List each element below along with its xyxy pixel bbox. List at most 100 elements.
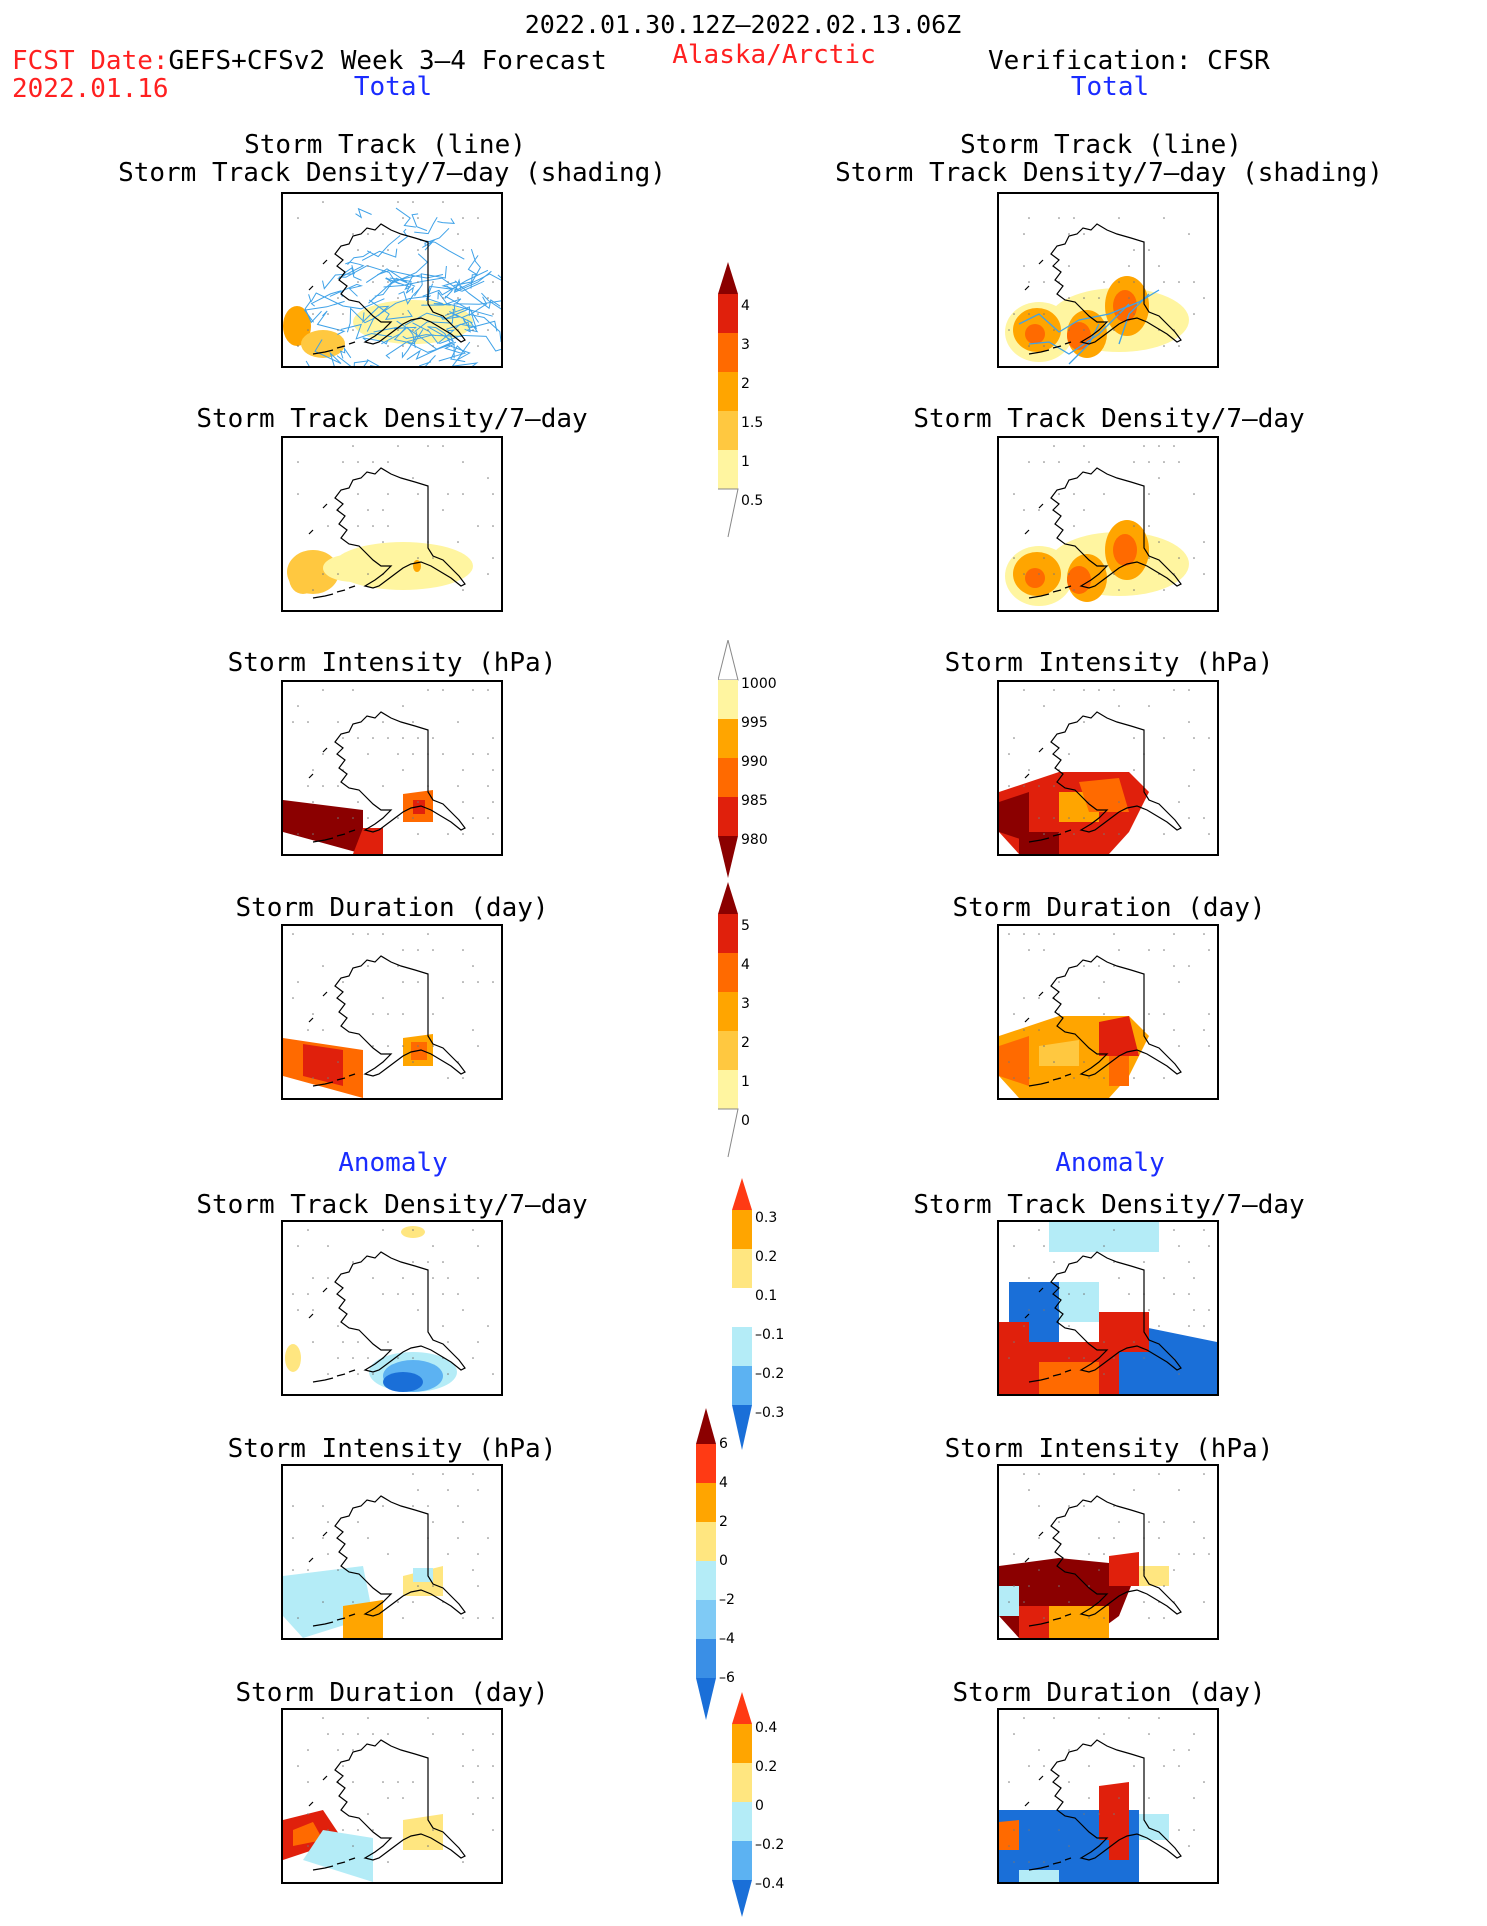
cb-density-label-2: 2	[741, 376, 750, 392]
region-label: Alaska/Arctic	[672, 40, 876, 70]
map-right-anom-duration	[997, 1708, 1219, 1884]
field-cell	[403, 1814, 443, 1850]
island	[1025, 774, 1029, 778]
field-shade	[1067, 566, 1091, 594]
field-cell	[343, 1600, 383, 1638]
island	[323, 260, 327, 264]
map-left-anom-density	[281, 1220, 503, 1396]
right-anom-density-title: Storm Track Density/7–day	[913, 1190, 1304, 1220]
cb-aduration-label-3: –0.2	[755, 1837, 784, 1853]
colorbar-intensity-anom-svg	[696, 1408, 776, 1728]
cb-duration-label-3: 2	[741, 1035, 750, 1051]
cb-density-label-4: 1	[741, 454, 750, 470]
island	[323, 748, 327, 752]
left-anomaly-label: Anomaly	[338, 1148, 448, 1178]
right-density-title: Storm Track Density/7–day	[913, 404, 1304, 434]
field-cell	[1109, 1552, 1139, 1586]
island	[1039, 992, 1043, 996]
right-track-title-1: Storm Track (line)	[960, 130, 1242, 160]
cb-duration-label-5: 0	[741, 1113, 750, 1129]
left-density-title: Storm Track Density/7–day	[196, 404, 587, 434]
cb-aintensity-label-0: 6	[719, 1436, 728, 1452]
map-left-anom-duration	[281, 1708, 503, 1884]
field-cell	[283, 800, 363, 854]
cb-density-label-0: 4	[741, 298, 750, 314]
cb-intensity-label-4: 980	[741, 832, 768, 848]
island	[313, 594, 333, 598]
right-intensity-title: Storm Intensity (hPa)	[945, 648, 1274, 678]
cb-duration-label-4: 1	[741, 1074, 750, 1090]
field-shade	[1025, 568, 1045, 588]
cb-density-label-3: 1.5	[741, 415, 763, 431]
right-anom-intensity-title: Storm Intensity (hPa)	[945, 1434, 1274, 1464]
right-duration-title: Storm Duration (day)	[952, 893, 1265, 923]
island	[309, 774, 313, 778]
cb-adensity-label-2: 0.1	[755, 1288, 777, 1304]
field-cell	[1059, 1282, 1099, 1322]
cb-aduration-label-0: 0.4	[755, 1720, 777, 1736]
island	[309, 286, 313, 290]
cb-aduration-label-2: 0	[755, 1798, 764, 1814]
cb-aintensity-label-6: –6	[719, 1670, 735, 1686]
map-right-density	[997, 436, 1219, 612]
map-left-duration	[281, 924, 503, 1100]
map-canvas	[283, 682, 501, 854]
field-shade	[383, 1372, 423, 1392]
island	[309, 1558, 313, 1562]
island	[1039, 260, 1043, 264]
map-left-intensity	[281, 680, 503, 856]
field-cell	[999, 1322, 1029, 1394]
island	[1025, 1018, 1029, 1022]
field-cell	[1049, 1222, 1159, 1252]
map-canvas	[283, 1710, 501, 1882]
right-total-label: Total	[1071, 72, 1149, 102]
cb-duration-label-0: 5	[741, 918, 750, 934]
island	[1039, 748, 1043, 752]
map-right-anom-intensity	[997, 1464, 1219, 1640]
map-canvas	[999, 1222, 1217, 1394]
left-track-title-1: Storm Track (line)	[244, 130, 526, 160]
island	[349, 1370, 355, 1372]
island	[1025, 1558, 1029, 1562]
cb-adensity-label-3: –0.1	[755, 1327, 784, 1343]
island	[323, 1776, 327, 1780]
cb-intensity-label-0: 1000	[741, 676, 777, 692]
colorbar-intensity-anom: 6 4 2 0 –2 –4 –6	[696, 1408, 776, 1728]
map-canvas	[283, 194, 501, 366]
fcst-date-label: FCST Date:	[12, 46, 169, 76]
map-canvas	[999, 1710, 1217, 1882]
field-shade	[289, 562, 317, 594]
cb-aintensity-label-1: 4	[719, 1475, 728, 1491]
cb-intensity-label-1: 995	[741, 715, 768, 731]
island	[309, 530, 313, 534]
date-range-title: 2022.01.30.12Z–2022.02.13.06Z	[525, 10, 962, 39]
island	[337, 1374, 345, 1376]
island	[1025, 530, 1029, 534]
left-duration-title: Storm Duration (day)	[235, 893, 548, 923]
field-cell	[999, 1586, 1019, 1616]
cb-duration-label-2: 3	[741, 996, 750, 1012]
cb-adensity-label-4: –0.2	[755, 1366, 784, 1382]
fcst-label: FCST Date:GEFS+CFSv2 Week 3–4 Forecast	[12, 46, 607, 76]
map-right-track	[997, 192, 1219, 368]
right-anom-duration-title: Storm Duration (day)	[952, 1678, 1265, 1708]
colorbar-duration-total-svg	[718, 882, 798, 1162]
map-left-track	[281, 192, 503, 368]
field-shade	[323, 554, 383, 582]
map-canvas	[283, 1222, 501, 1394]
colorbar-density-total: 4 3 2 1.5 1 0.5	[718, 262, 798, 542]
cb-intensity-label-2: 990	[741, 754, 768, 770]
cb-aduration-label-1: 0.2	[755, 1759, 777, 1775]
island	[309, 1314, 313, 1318]
cb-intensity-label-3: 985	[741, 793, 768, 809]
field-shade	[285, 1344, 301, 1372]
island	[349, 586, 355, 588]
field-shade	[1113, 534, 1137, 566]
right-anomaly-label: Anomaly	[1055, 1148, 1165, 1178]
map-canvas	[283, 438, 501, 610]
left-anom-duration-title: Storm Duration (day)	[235, 1678, 548, 1708]
island	[323, 1288, 327, 1292]
island	[313, 1378, 333, 1382]
island	[1025, 1802, 1029, 1806]
cb-aintensity-label-4: –2	[719, 1592, 735, 1608]
